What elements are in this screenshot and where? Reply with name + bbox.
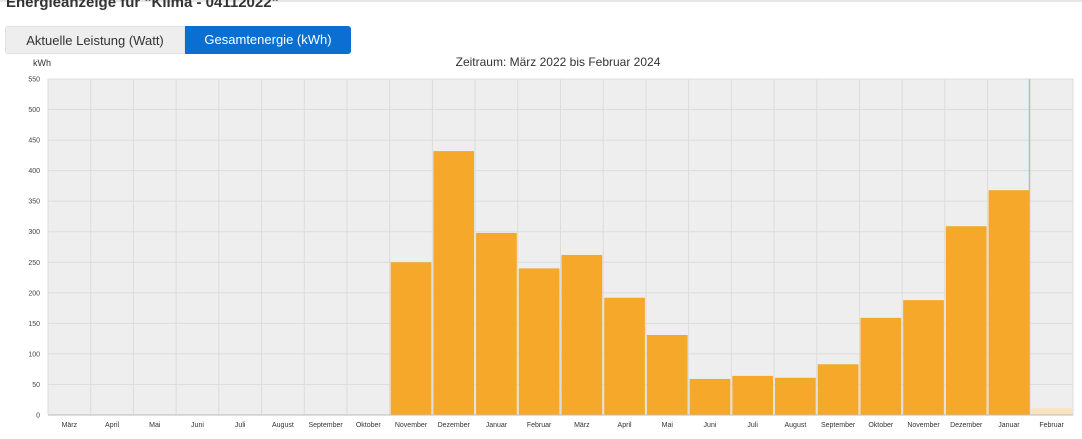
bar (860, 317, 902, 415)
x-tick-label: Januar (998, 422, 1020, 429)
x-tick-label: Dezember (438, 422, 471, 429)
bar (518, 268, 560, 415)
tab-bar: Aktuelle Leistung (Watt) Gesamtenergie (… (5, 26, 351, 54)
x-tick-label: Oktober (868, 422, 894, 429)
tab-total-energy[interactable]: Gesamtenergie (kWh) (185, 26, 351, 54)
y-tick-label: 150 (28, 321, 40, 328)
x-tick-label: Februar (1039, 422, 1064, 429)
bar (988, 190, 1030, 415)
x-tick-label: Mai (149, 422, 161, 429)
x-tick-label: Februar (527, 422, 552, 429)
bar (476, 232, 517, 415)
bar (433, 151, 475, 415)
x-tick-label: März (62, 422, 78, 429)
x-tick-label: September (821, 422, 856, 429)
x-tick-label: Juni (704, 422, 717, 429)
y-tick-label: 400 (28, 168, 40, 175)
y-tick-label: 550 (28, 77, 40, 84)
y-tick-label: 300 (28, 229, 40, 236)
bar (1031, 408, 1072, 415)
chart-title: Zeitraum: März 2022 bis Februar 2024 (455, 55, 661, 69)
bar (775, 377, 816, 415)
x-tick-label: November (395, 422, 428, 429)
x-tick-label: Mai (662, 422, 674, 429)
bar (561, 254, 603, 415)
x-tick-label: Juli (747, 422, 758, 429)
x-tick-label: Dezember (950, 422, 983, 429)
y-tick-label: 250 (28, 260, 40, 267)
y-tick-label: 200 (28, 290, 40, 297)
bar (903, 300, 944, 415)
x-tick-label: März (574, 422, 590, 429)
bar (945, 226, 987, 415)
x-tick-label: November (907, 422, 940, 429)
x-tick-label: August (272, 422, 294, 429)
y-tick-label: 0 (36, 413, 40, 420)
bar (646, 334, 688, 415)
y-tick-label: 500 (28, 107, 40, 114)
tab-current-power[interactable]: Aktuelle Leistung (Watt) (5, 26, 185, 54)
y-tick-label: 450 (28, 138, 40, 145)
x-tick-label: Oktober (356, 422, 382, 429)
bar (390, 262, 432, 415)
bar (689, 378, 731, 415)
page-title: Energieanzeige für "Klima - 04112022" (6, 0, 279, 11)
x-tick-label: April (618, 422, 632, 429)
x-tick-label: April (105, 422, 119, 429)
bar (732, 375, 774, 415)
y-axis-unit: kWh (33, 58, 51, 68)
x-tick-label: Juni (191, 422, 204, 429)
y-tick-label: 350 (28, 199, 40, 206)
bar (604, 297, 645, 415)
x-tick-label: August (784, 422, 806, 429)
y-tick-label: 100 (28, 351, 40, 358)
x-tick-label: September (308, 422, 343, 429)
bar (817, 364, 859, 415)
x-tick-label: Juli (235, 422, 246, 429)
y-tick-label: 50 (32, 382, 40, 389)
top-divider (0, 0, 1082, 2)
x-tick-label: Januar (486, 422, 508, 429)
